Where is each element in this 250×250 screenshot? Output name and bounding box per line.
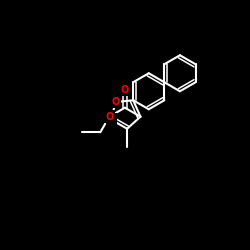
Text: O: O: [111, 97, 120, 107]
Text: O: O: [105, 112, 114, 122]
Text: N: N: [108, 115, 116, 125]
Text: O: O: [121, 85, 129, 95]
